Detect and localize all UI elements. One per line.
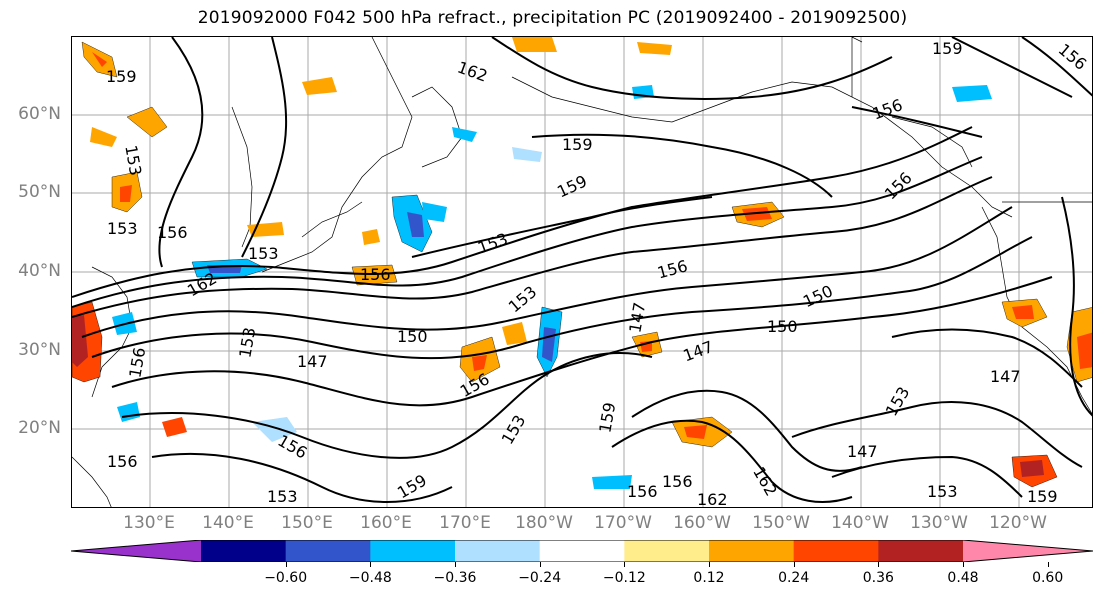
colorbar-tick-label: 0.36 [862, 570, 894, 586]
colorbar-segment [878, 540, 964, 562]
contour-label: 156 [125, 346, 149, 379]
colorbar-tick-mark [878, 562, 880, 567]
colorbar-segment [370, 540, 456, 562]
contour-label: 150 [397, 327, 428, 346]
contour-label: 153 [882, 383, 914, 419]
contour-label: 150 [800, 281, 836, 311]
contour-label: 156 [157, 223, 188, 242]
contour-label: 162 [455, 57, 490, 85]
map-panel[interactable]: 159 162 159 156 156 153 153 156 153 156 … [71, 36, 1093, 508]
contour-label: 156 [655, 256, 689, 282]
colorbar-tick-label: 0.12 [693, 570, 725, 586]
precipitation-fills [72, 37, 1092, 489]
lon-label-170e: 170°E [439, 513, 491, 533]
contour-label: 159 [1027, 487, 1058, 506]
colorbar-tick-mark [624, 562, 626, 567]
contour-label: 147 [990, 367, 1021, 386]
colorbar-tick-label: −0.48 [348, 570, 392, 586]
contour-label-group: 159 162 159 156 156 153 153 156 153 156 … [106, 39, 1091, 508]
contour-label: 156 [107, 452, 138, 471]
map-canvas: 159 162 159 156 156 153 153 156 153 156 … [72, 37, 1092, 508]
lon-label-130e: 130°E [123, 513, 175, 533]
colorbar-segment [709, 540, 795, 562]
contour-label: 147 [847, 442, 878, 461]
colorbar-segment [455, 540, 541, 562]
colorbar-tick-label: −0.60 [264, 570, 308, 586]
lon-label-160e: 160°E [360, 513, 412, 533]
contour-label: 147 [297, 352, 328, 371]
contour-label: 153 [267, 487, 298, 506]
lat-label-30n: 30°N [18, 340, 61, 360]
lon-label-130w: 130°W [910, 513, 968, 533]
colorbar-segments [71, 540, 1093, 562]
colorbar-tick-label: 0.48 [947, 570, 979, 586]
contour-label: 156 [1055, 40, 1091, 74]
colorbar-tick-mark [370, 562, 372, 567]
lon-label-180w: 180°W [515, 513, 573, 533]
lon-label-140w: 140°W [831, 513, 889, 533]
contour-label: 159 [554, 171, 590, 201]
lon-label-120w: 120°W [989, 513, 1047, 533]
contour-label: 153 [505, 282, 541, 316]
contour-label: 159 [932, 39, 963, 58]
colorbar [71, 540, 1093, 562]
contour-label: 150 [767, 317, 798, 336]
height-contours [72, 37, 1092, 503]
lon-label-150w: 150°W [752, 513, 810, 533]
contour-label: 153 [498, 412, 530, 448]
contour-label: 156 [881, 168, 916, 203]
contour-label: 162 [697, 490, 728, 508]
contour-label: 156 [662, 472, 693, 491]
lon-label-140e: 140°E [202, 513, 254, 533]
lat-label-50n: 50°N [18, 182, 61, 202]
colorbar-segment [201, 540, 287, 562]
contour-label: 153 [248, 244, 279, 263]
colorbar-tick-mark [285, 562, 287, 567]
colorbar-segment [624, 540, 710, 562]
colorbar-segment [539, 540, 625, 562]
colorbar-tick-mark [1047, 562, 1049, 567]
contour-label: 159 [562, 135, 593, 154]
contour-label: 162 [749, 463, 781, 499]
lon-label-160w: 160°W [673, 513, 731, 533]
colorbar-tick-label: −0.24 [518, 570, 562, 586]
colorbar-tick-label: −0.36 [433, 570, 477, 586]
contour-label: 159 [106, 67, 137, 86]
colorbar-tick-mark [455, 562, 456, 567]
contour-label: 156 [360, 265, 391, 284]
lon-label-150e: 150°E [281, 513, 333, 533]
lat-label-20n: 20°N [18, 418, 61, 438]
contour-label: 147 [625, 301, 649, 334]
lon-label-170w: 170°W [594, 513, 652, 533]
contour-label: 153 [121, 144, 145, 177]
colorbar-tick-label: −0.12 [602, 570, 646, 586]
colorbar-tick-label: 0.60 [1032, 570, 1064, 586]
contour-label: 153 [475, 229, 510, 257]
colorbar-tick-label: 0.24 [778, 570, 810, 586]
contour-label: 153 [235, 326, 259, 359]
colorbar-tick-mark [793, 562, 795, 567]
contour-label: 153 [927, 482, 958, 501]
colorbar-extend-high [963, 540, 1093, 562]
lat-label-40n: 40°N [18, 261, 61, 281]
colorbar-tick-mark [709, 562, 710, 567]
colorbar-segment [285, 540, 371, 562]
colorbar-segment [793, 540, 879, 562]
map-title: 2019092000 F042 500 hPa refract., precip… [197, 8, 908, 28]
lat-label-60n: 60°N [18, 104, 61, 124]
colorbar-extend-low [71, 540, 201, 562]
colorbar-tick-mark [963, 562, 964, 567]
contour-label: 156 [627, 482, 658, 501]
colorbar-tick-mark [539, 562, 541, 567]
contour-label: 153 [107, 219, 138, 238]
contour-label: 147 [681, 337, 716, 365]
